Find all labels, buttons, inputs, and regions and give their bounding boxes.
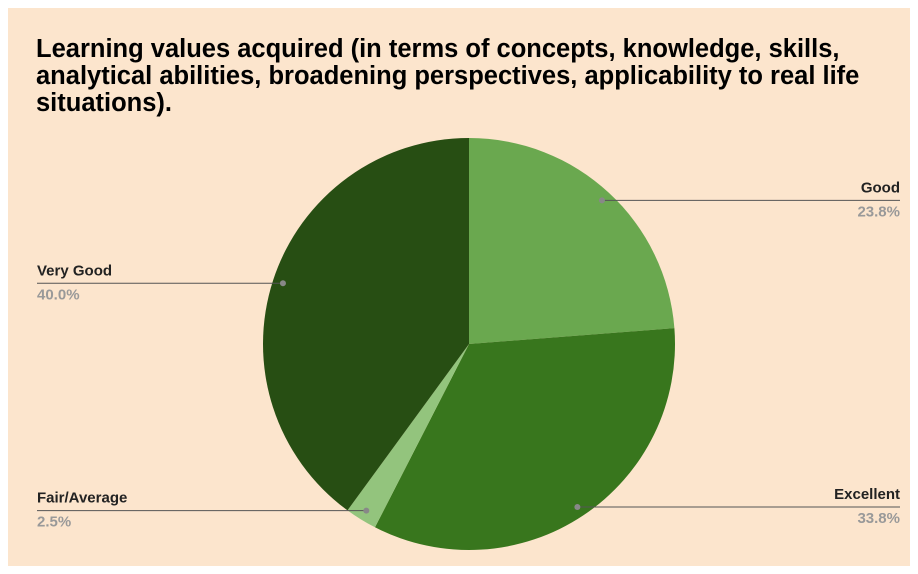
slice-value-label: 40.0% xyxy=(37,286,80,303)
pie-slice xyxy=(374,328,675,550)
pie-slice xyxy=(347,344,469,528)
chart-title: Learning values acquired (in terms of co… xyxy=(36,35,860,117)
slice-label: Excellent xyxy=(834,486,900,503)
slice-label: Good xyxy=(861,179,900,196)
slice-label: Very Good xyxy=(37,262,112,279)
slice-value-label: 2.5% xyxy=(37,514,71,531)
leader-dot xyxy=(279,280,286,287)
slice-label: Fair/Average xyxy=(37,490,127,507)
leader-dot xyxy=(598,197,605,204)
pie-slice xyxy=(263,138,469,511)
leader-dot xyxy=(363,507,370,514)
slice-value-label: 23.8% xyxy=(857,203,900,220)
slice-value-label: 33.8% xyxy=(857,510,900,527)
leader-dot xyxy=(574,503,581,510)
pie-slice xyxy=(469,138,675,344)
